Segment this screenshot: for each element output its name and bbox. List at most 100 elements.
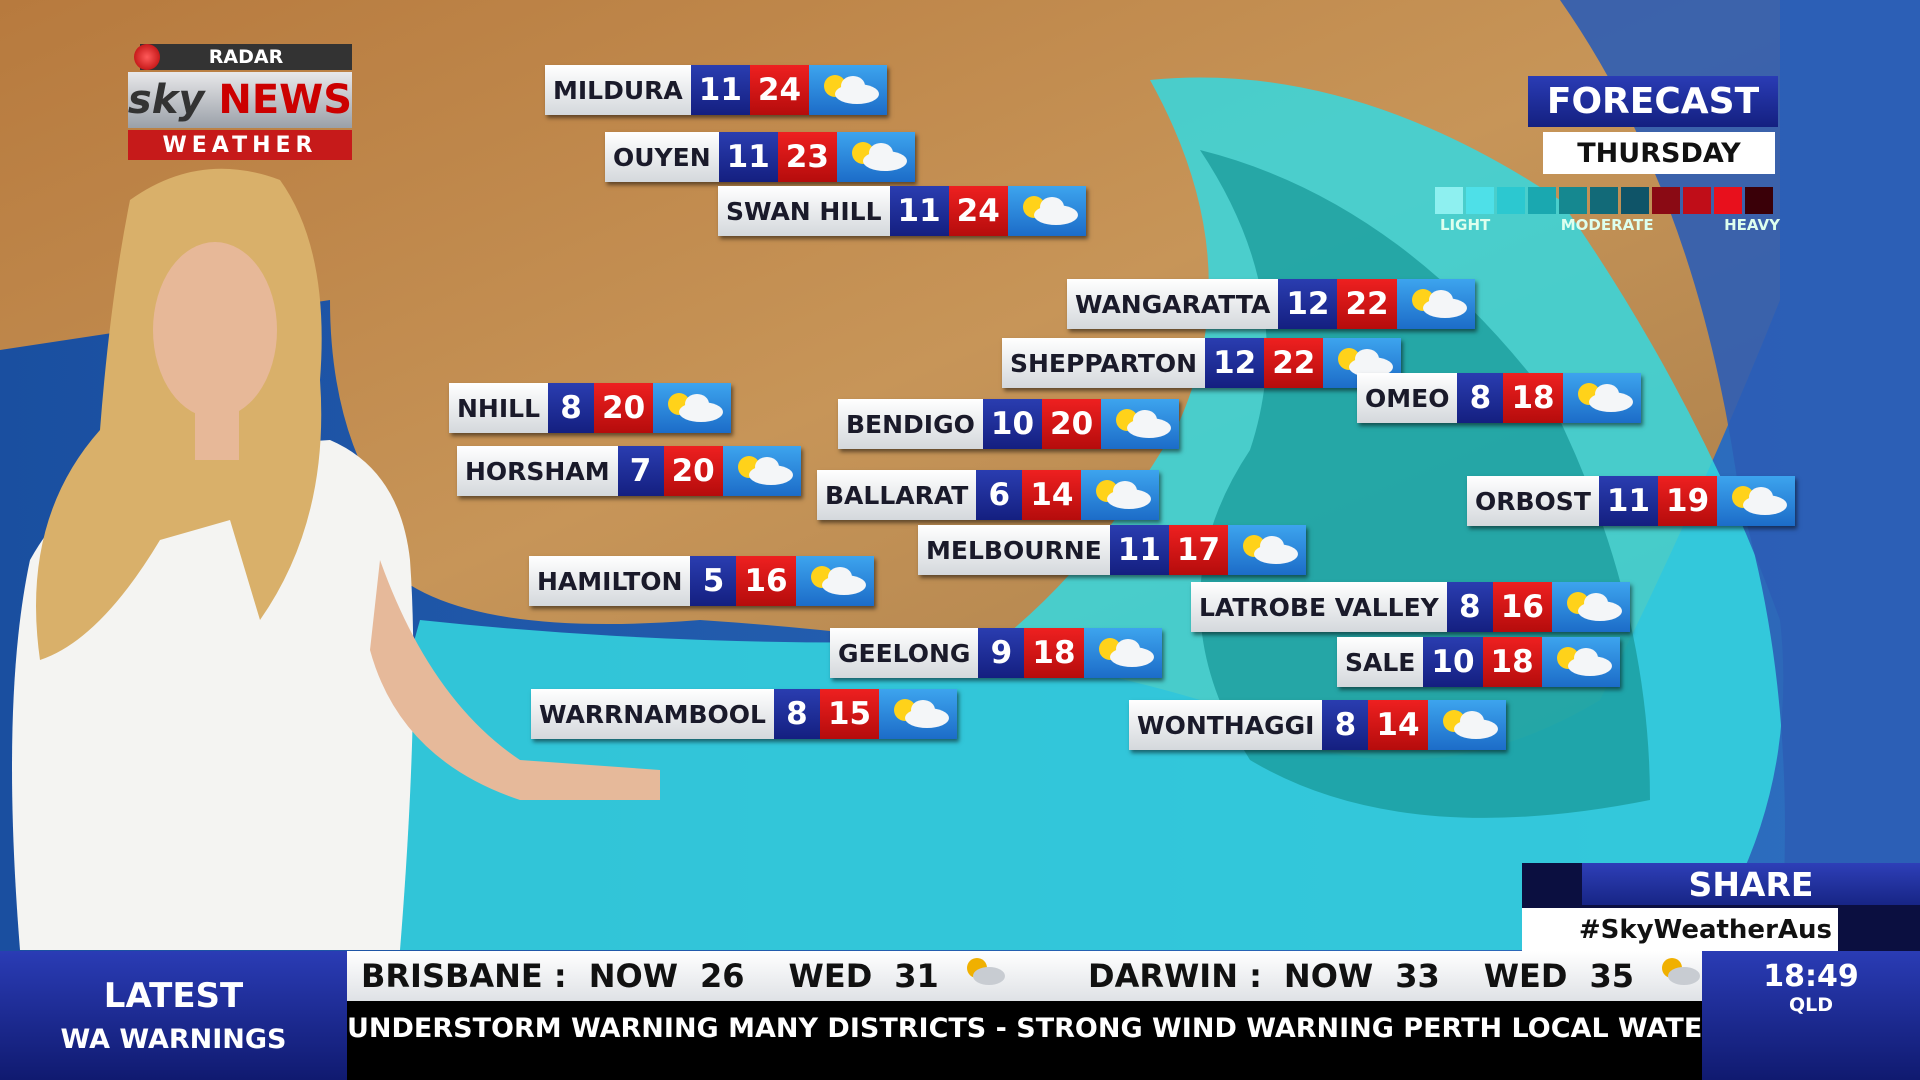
weather-icon-box (795, 556, 874, 606)
max-temp: 22 (1264, 338, 1324, 388)
city-forecast: WARRNAMBOOL 8 15 (531, 689, 958, 739)
legend-swatch (1435, 187, 1463, 214)
weather-icon (810, 566, 866, 595)
legend-swatch (1652, 187, 1680, 214)
city-name: SHEPPARTON (1002, 338, 1206, 388)
ticker-day: WED (1483, 957, 1568, 995)
ticker-item: DARWIN : NOW 33 WED 35 (1074, 954, 1702, 998)
legend-swatch (1590, 187, 1618, 214)
min-temp: 10 (982, 399, 1043, 449)
share-hashtag: #SkyWeatherAus (1522, 908, 1838, 951)
legend-swatch (1559, 187, 1587, 214)
legend-swatch (1714, 187, 1742, 214)
ticker-city: DARWIN : (1088, 957, 1262, 995)
logo-weather: WEATHER (128, 130, 352, 160)
min-temp: 8 (1322, 700, 1369, 750)
max-temp: 18 (1482, 637, 1542, 687)
weather-icon (668, 393, 724, 422)
min-temp: 11 (889, 186, 949, 236)
ticker-weather-icon (1661, 958, 1700, 985)
ticker-icon (961, 954, 1007, 998)
max-temp: 19 (1658, 476, 1718, 526)
weather-icon (1243, 535, 1299, 564)
min-temp: 11 (690, 65, 750, 115)
ticker-clock: 18:49 QLD (1702, 951, 1920, 1080)
weather-icon-box (1562, 373, 1641, 423)
city-forecast: MELBOURNE 11 17 (918, 525, 1307, 575)
max-temp: 15 (819, 689, 880, 739)
city-forecast: ORBOST 11 19 (1467, 476, 1796, 526)
min-temp: 12 (1205, 338, 1265, 388)
ticker-weather-icon (966, 958, 1005, 985)
weather-icon-box (1396, 279, 1475, 329)
weather-icon-box (879, 689, 958, 739)
weather-icon (1442, 710, 1498, 739)
weather-icon-box (1551, 582, 1630, 632)
city-forecast: SWAN HILL 11 24 (718, 186, 1086, 236)
presenter (12, 168, 660, 950)
ocean (1560, 0, 1920, 950)
sky-news-logo: sky NEWS (128, 72, 352, 128)
radar-label: RADAR (140, 44, 352, 70)
min-temp: 8 (548, 383, 595, 433)
city-name: BALLARAT (817, 470, 977, 520)
max-temp: 16 (1492, 582, 1552, 632)
legend-swatch (1497, 187, 1525, 214)
legend-label: MODERATE (1560, 216, 1654, 234)
ticker-zone: QLD (1788, 994, 1834, 1016)
city-name: MILDURA (545, 65, 691, 115)
city-forecast: SHEPPARTON 12 22 (1002, 338, 1402, 388)
weather-icon (1577, 383, 1633, 412)
city-forecast: GEELONG 9 18 (830, 628, 1162, 678)
max-temp: 14 (1368, 700, 1428, 750)
rain-legend (1435, 187, 1773, 214)
ticker-city: BRISBANE : (361, 957, 567, 995)
min-temp: 12 (1278, 279, 1338, 329)
min-temp: 11 (718, 132, 778, 182)
city-forecast: BENDIGO 10 20 (838, 399, 1180, 449)
city-name: SWAN HILL (718, 186, 890, 236)
min-temp: 8 (773, 689, 820, 739)
logo-news: NEWS (218, 77, 353, 123)
city-forecast: HAMILTON 5 16 (529, 556, 874, 606)
max-temp: 18 (1024, 628, 1084, 678)
city-forecast: OUYEN 11 23 (605, 132, 915, 182)
weather-icon (1732, 486, 1788, 515)
weather-icon (737, 456, 793, 485)
ticker-now: 33 (1395, 957, 1440, 995)
share-title: SHARE (1582, 863, 1920, 905)
weather-icon (894, 699, 950, 728)
city-name: SALE (1337, 637, 1424, 687)
min-temp: 5 (690, 556, 737, 606)
city-name: HAMILTON (529, 556, 691, 606)
ticker-high: 31 (894, 957, 939, 995)
ticker-time: 18:49 (1763, 959, 1859, 994)
min-temp: 11 (1598, 476, 1659, 526)
weather-icon-box (1081, 470, 1160, 520)
max-temp: 24 (749, 65, 810, 115)
weather-icon-box (836, 132, 915, 182)
min-temp: 8 (1457, 373, 1504, 423)
logo-sky: sky (127, 77, 205, 123)
weather-icon (1098, 638, 1154, 667)
weather-icon-box (1541, 637, 1620, 687)
min-temp: 7 (617, 446, 664, 496)
ticker-now-label: NOW (1283, 957, 1374, 995)
max-temp: 24 (948, 186, 1008, 236)
weather-icon-box (809, 65, 888, 115)
ticker-crawl: UNDERSTORM WARNING MANY DISTRICTS - STRO… (347, 1012, 1702, 1044)
max-temp: 17 (1168, 525, 1229, 575)
radar-dot (134, 44, 160, 70)
share-panel: SHARE #SkyWeatherAus (1522, 863, 1920, 951)
weather-icon (1566, 592, 1622, 621)
city-name: ORBOST (1467, 476, 1599, 526)
max-temp: 22 (1337, 279, 1397, 329)
min-temp: 11 (1109, 525, 1169, 575)
city-name: NHILL (449, 383, 549, 433)
max-temp: 20 (1042, 399, 1102, 449)
weather-icon-box (1007, 186, 1086, 236)
city-forecast: SALE 10 18 (1337, 637, 1620, 687)
weather-icon (1116, 409, 1172, 438)
weather-icon-box (1101, 399, 1180, 449)
ticker-now-label: NOW (588, 957, 678, 995)
